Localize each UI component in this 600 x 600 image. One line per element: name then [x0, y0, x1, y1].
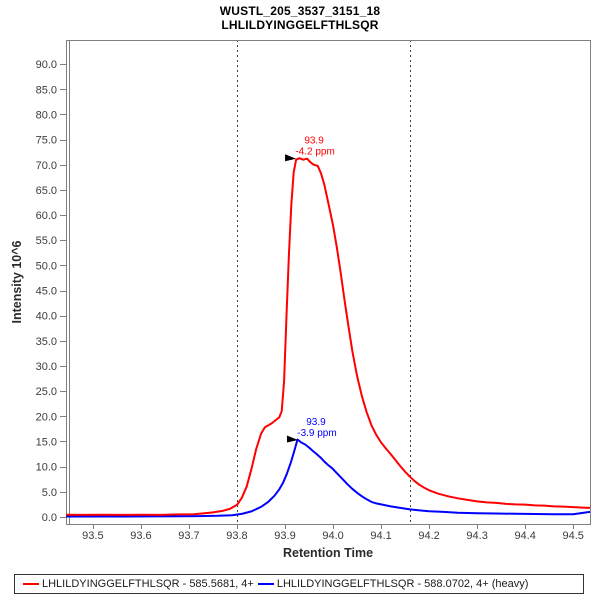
legend-swatch-light: [23, 583, 39, 585]
y-tick-label: 35.0: [36, 336, 57, 348]
chart-title-block: WUSTL_205_3537_3151_18 LHLILDYINGGELFTHL…: [0, 4, 600, 32]
y-tick-label: 45.0: [36, 286, 57, 298]
legend-swatch-heavy: [257, 583, 274, 585]
y-tick-label: 10.0: [36, 462, 57, 474]
peak-ppm-annotation: -3.9 ppm: [297, 428, 336, 439]
y-tick-label: 25.0: [36, 386, 57, 398]
y-tick-label: 80.0: [36, 109, 57, 121]
chart-title: WUSTL_205_3537_3151_18: [219, 4, 381, 18]
plot-frame: [66, 40, 591, 525]
y-tick-label: 60.0: [36, 210, 57, 222]
x-tick-label: 93.5: [82, 530, 103, 542]
y-tick-label: 15.0: [36, 436, 57, 448]
x-tick-label: 94.0: [322, 530, 343, 542]
y-tick-label: 90.0: [36, 59, 57, 71]
x-tick-label: 94.4: [514, 530, 535, 542]
y-tick-label: 0.0: [42, 512, 57, 524]
y-tick-label: 40.0: [36, 311, 57, 323]
chart-peptide-subtitle: LHLILDYINGGELFTHLSQR: [221, 18, 379, 32]
legend-item-light: LHLILDYINGGELFTHLSQR - 585.5681, 4+: [23, 578, 254, 590]
y-tick-label: 65.0: [36, 185, 57, 197]
x-tick-label: 94.2: [418, 530, 439, 542]
y-tick-label: 5.0: [42, 487, 57, 499]
x-tick-label: 93.8: [226, 530, 247, 542]
peak-rt-annotation: 93.9: [306, 417, 326, 428]
x-axis-label: Retention Time: [282, 546, 374, 560]
legend: LHLILDYINGGELFTHLSQR - 585.5681, 4+ LHLI…: [14, 574, 584, 594]
peak-apex-arrow-icon: [285, 154, 297, 162]
chromatogram-trace[interactable]: [66, 438, 591, 518]
legend-label-heavy: LHLILDYINGGELFTHLSQR - 588.0702, 4+ (hea…: [276, 578, 529, 590]
y-tick-label: 50.0: [36, 260, 57, 272]
y-tick-label: 20.0: [36, 411, 57, 423]
peak-ppm-annotation: -4.2 ppm: [295, 147, 334, 158]
x-tick-label: 94.5: [562, 530, 583, 542]
y-tick-label: 55.0: [36, 235, 57, 247]
legend-item-heavy: LHLILDYINGGELFTHLSQR - 588.0702, 4+ (hea…: [257, 578, 529, 590]
x-tick-label: 93.9: [274, 530, 295, 542]
y-tick-label: 75.0: [36, 135, 57, 147]
y-tick-label: 30.0: [36, 361, 57, 373]
chromatogram-trace[interactable]: [65, 157, 591, 516]
y-tick-label: 70.0: [36, 160, 57, 172]
x-tick-label: 93.6: [130, 530, 151, 542]
legend-label-light: LHLILDYINGGELFTHLSQR - 585.5681, 4+: [42, 578, 254, 590]
x-tick-label: 93.7: [178, 530, 199, 542]
x-tick-label: 94.3: [466, 530, 487, 542]
y-tick-label: 85.0: [36, 84, 57, 96]
peak-apex-arrow-icon: [286, 435, 298, 443]
x-tick-label: 94.1: [370, 530, 391, 542]
peak-rt-annotation: 93.9: [304, 136, 324, 147]
y-axis-label: Intensity 10^6: [10, 240, 24, 324]
